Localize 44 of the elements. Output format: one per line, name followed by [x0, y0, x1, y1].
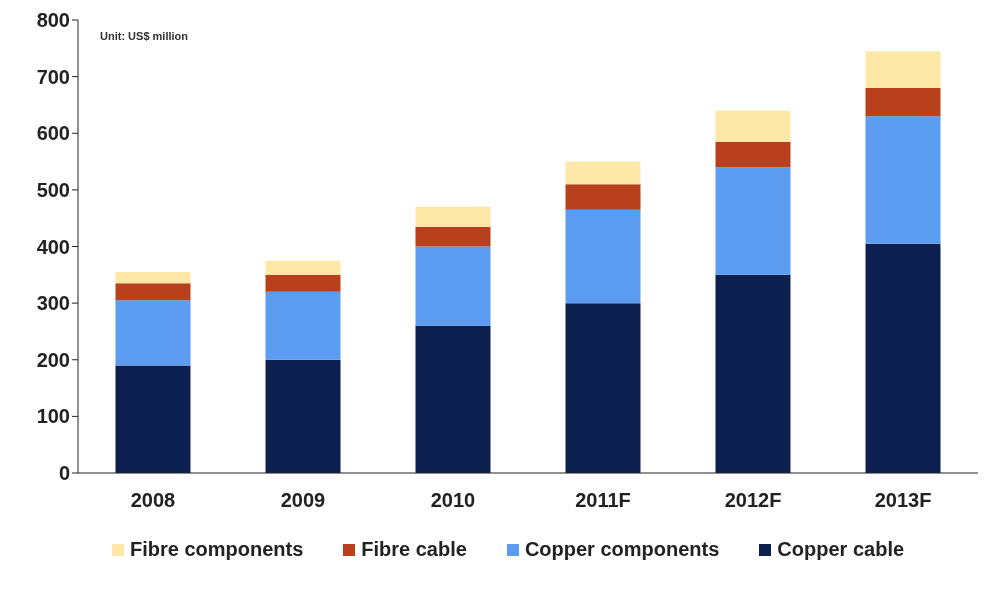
- bar: [865, 51, 941, 88]
- legend-label: Copper cable: [777, 538, 905, 561]
- bar: [565, 209, 641, 304]
- x-tick-label: 2010: [430, 489, 476, 512]
- bar: [415, 226, 491, 247]
- bar: [715, 167, 791, 275]
- bar: [265, 260, 341, 275]
- x-tick-label: 2011F: [575, 489, 631, 512]
- bar: [865, 87, 941, 117]
- legend-label: Fibre cable: [361, 538, 467, 561]
- bar: [415, 325, 491, 473]
- bar: [865, 116, 941, 244]
- x-tick-label: 2012F: [724, 489, 782, 512]
- bar: [265, 291, 341, 360]
- y-tick-label: 800: [36, 9, 70, 32]
- bar: [565, 161, 641, 185]
- bar: [565, 303, 641, 473]
- y-tick-label: 400: [36, 235, 70, 258]
- bar: [115, 365, 191, 473]
- y-tick-label: 700: [36, 65, 70, 88]
- y-tick-label: 0: [58, 462, 70, 485]
- annotation: Unit: US$ million: [100, 30, 188, 42]
- bar: [865, 243, 941, 473]
- bar: [415, 206, 491, 227]
- bar: [715, 274, 791, 473]
- legend-label: Copper components: [524, 538, 720, 561]
- x-tick-label: 2008: [130, 489, 176, 512]
- y-tick-label: 600: [36, 122, 70, 145]
- x-tick-label: 2013F: [874, 489, 932, 512]
- bar: [715, 110, 791, 142]
- y-tick-label: 500: [36, 178, 70, 201]
- bar: [115, 283, 191, 301]
- bar: [265, 359, 341, 473]
- bar: [415, 246, 491, 326]
- bar: [565, 184, 641, 210]
- y-tick-label: 100: [36, 405, 70, 428]
- bar: [265, 274, 341, 292]
- y-tick-label: 300: [36, 292, 70, 315]
- bar: [715, 141, 791, 168]
- x-tick-label: 2009: [280, 489, 326, 512]
- y-tick-label: 200: [36, 348, 70, 371]
- bar: [115, 271, 191, 284]
- bar: [115, 300, 191, 366]
- legend-label: Fibre components: [129, 538, 304, 561]
